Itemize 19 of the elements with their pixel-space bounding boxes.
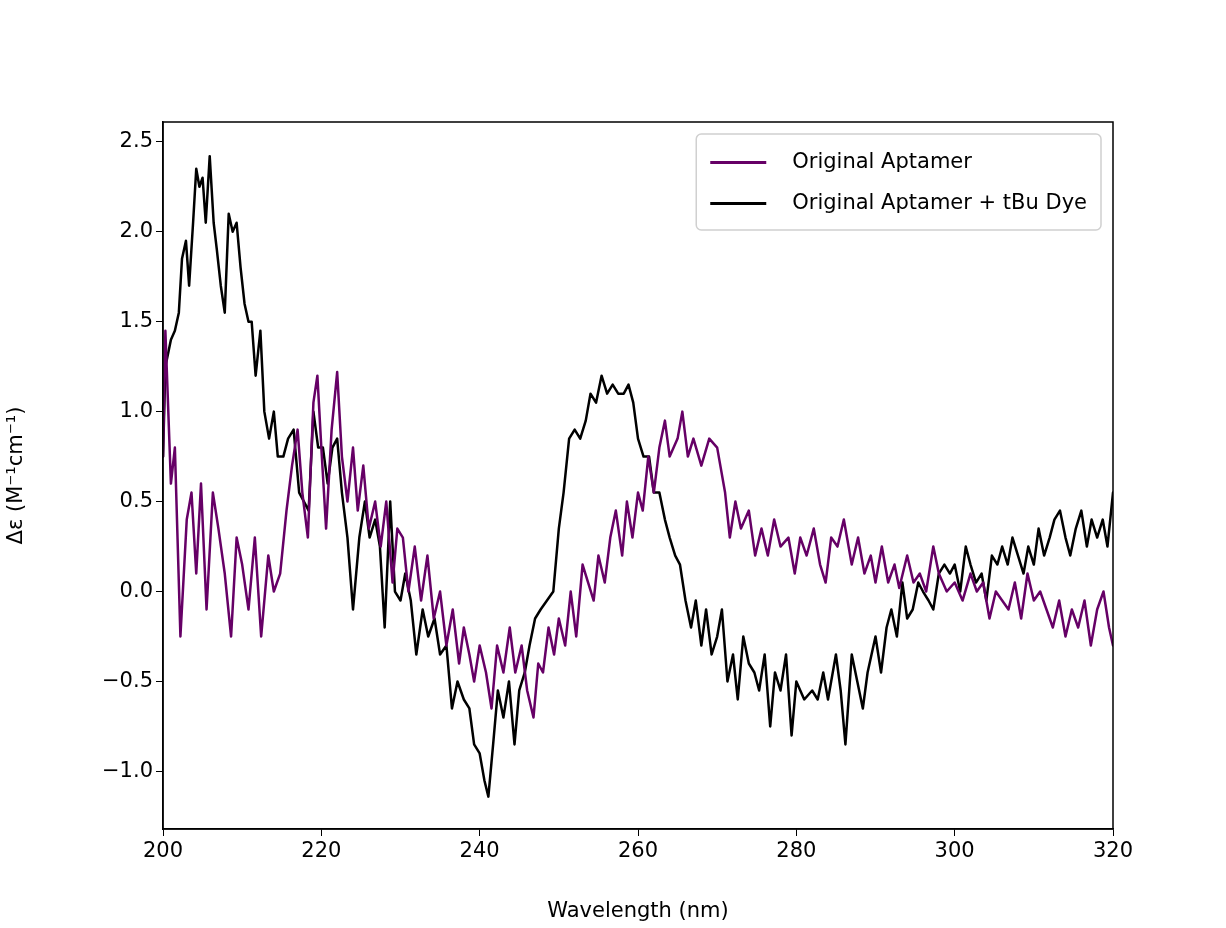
y-tick-label: 2.5 — [119, 128, 153, 153]
y-tick-label: 1.0 — [119, 398, 153, 423]
legend-label: Original Aptamer — [792, 148, 973, 173]
y-tick-label: −0.5 — [102, 667, 153, 692]
x-tick-label: 300 — [934, 838, 975, 863]
x-tick-label: 320 — [1092, 838, 1134, 863]
y-tick-label: 2.0 — [119, 218, 153, 243]
x-tick-label: 240 — [459, 838, 500, 863]
y-tick-label: 1.5 — [119, 308, 153, 333]
legend-label: Original Aptamer + tBu Dye — [792, 189, 1087, 214]
y-tick-label: −1.0 — [102, 757, 153, 782]
x-tick-label: 220 — [301, 838, 342, 863]
x-axis-title: Wavelength (nm) — [547, 897, 729, 922]
x-tick-label: 280 — [776, 838, 817, 863]
x-tick-label: 260 — [617, 838, 659, 863]
y-tick-label: 0.5 — [119, 488, 153, 513]
x-tick-label: 200 — [142, 838, 184, 863]
y-tick-label: 0.0 — [119, 577, 153, 602]
y-axis-title: Δε (M⁻¹cm⁻¹) — [3, 406, 28, 545]
